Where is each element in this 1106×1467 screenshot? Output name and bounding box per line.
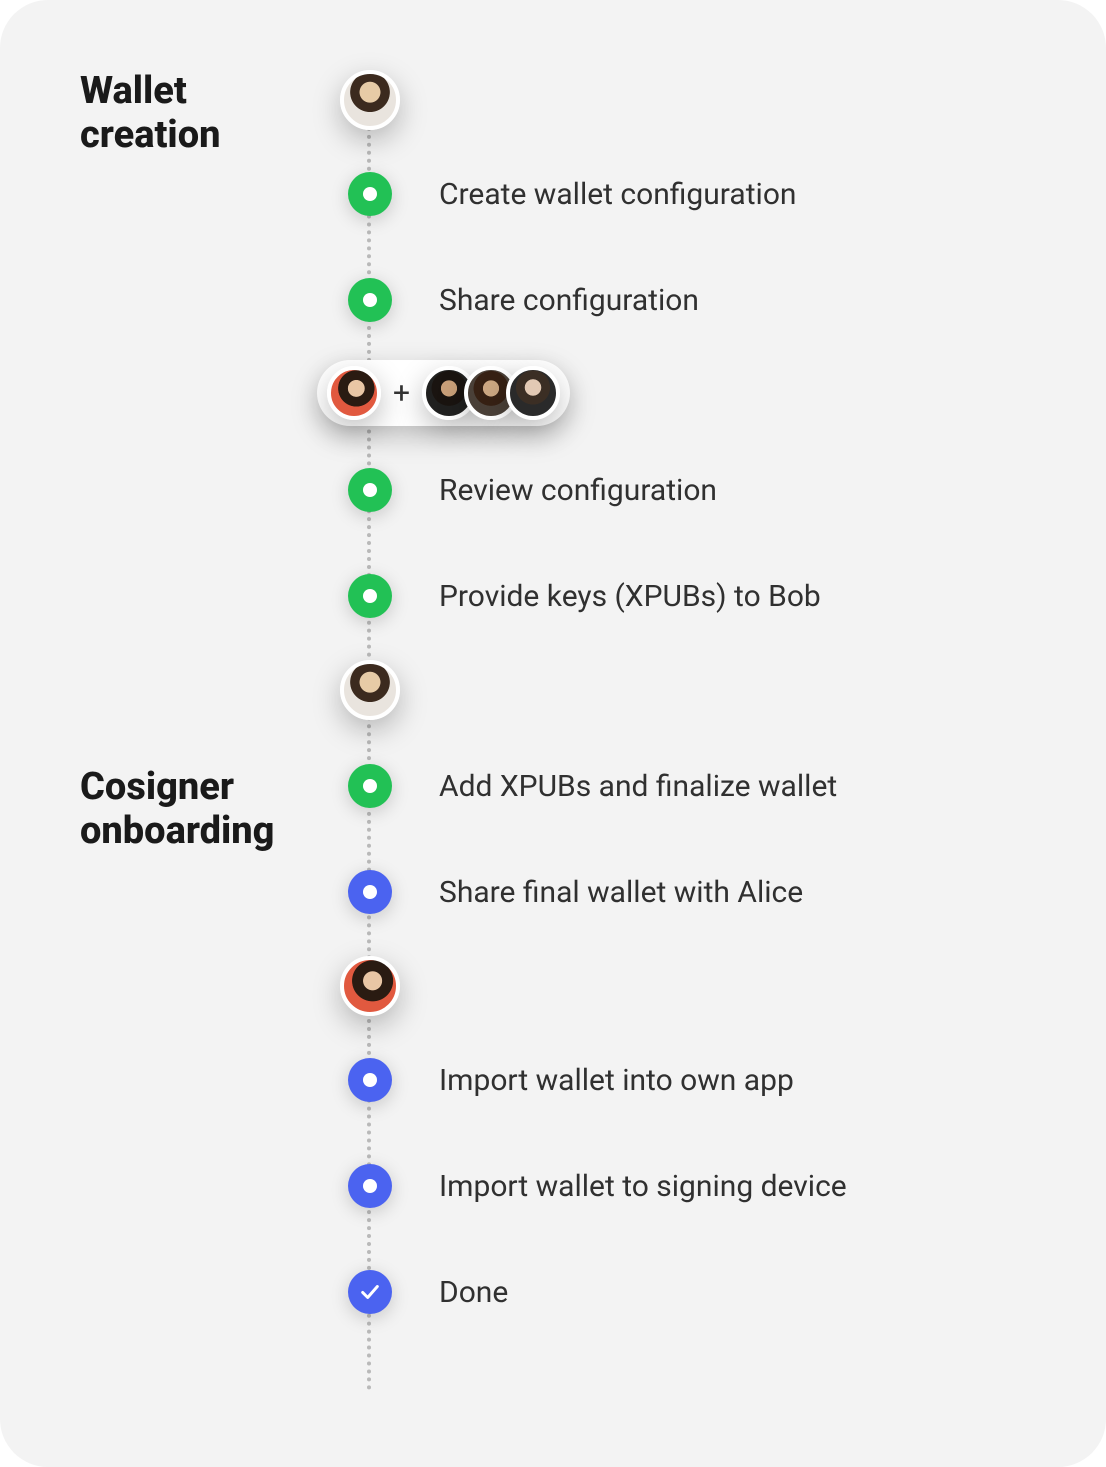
section-label-onboarding: Cosigneronboarding	[80, 766, 274, 853]
avatar-cosigner	[506, 366, 560, 420]
step-label: Share configuration	[415, 283, 699, 318]
step-label: Done	[415, 1275, 508, 1310]
dot-inner	[363, 589, 377, 603]
plus-icon: +	[393, 376, 410, 411]
avatar-alice	[327, 366, 381, 420]
cosigner-pill: +	[317, 360, 570, 426]
section-label-text: Walletcreation	[80, 69, 220, 157]
timeline-step-row: Import wallet to signing device	[325, 1156, 847, 1216]
step-label: Import wallet into own app	[415, 1063, 794, 1098]
section-label-text: Cosigneronboarding	[80, 765, 274, 853]
step-dot	[348, 1058, 392, 1102]
dot-inner	[363, 187, 377, 201]
timeline-step-row: Import wallet into own app	[325, 1050, 794, 1110]
avatar-bob	[340, 70, 400, 130]
timeline-step-row: Share final wallet with Alice	[325, 862, 803, 922]
infographic-card: Walletcreation Cosigneronboarding Create…	[0, 0, 1106, 1467]
timeline-step-row: Create wallet configuration	[325, 164, 797, 224]
avatar-group	[422, 366, 560, 420]
avatar-alice	[340, 956, 400, 1016]
timeline-avatar-row	[325, 956, 415, 1016]
step-dot	[348, 468, 392, 512]
step-dot	[348, 870, 392, 914]
dot-inner	[363, 1073, 377, 1087]
step-dot	[348, 1164, 392, 1208]
step-label: Add XPUBs and finalize wallet	[415, 769, 837, 804]
check-icon	[359, 1281, 381, 1303]
step-check-dot	[348, 1270, 392, 1314]
timeline-step-row: Share configuration	[325, 270, 699, 330]
step-dot	[348, 278, 392, 322]
dot-inner	[363, 293, 377, 307]
step-dot	[348, 764, 392, 808]
timeline-step-row: Done	[325, 1262, 508, 1322]
dot-inner	[363, 885, 377, 899]
dot-inner	[363, 779, 377, 793]
timeline-avatar-row	[325, 70, 415, 130]
dot-inner	[363, 483, 377, 497]
step-label: Review configuration	[415, 473, 717, 508]
step-label: Provide keys (XPUBs) to Bob	[415, 579, 821, 614]
avatar-bob	[340, 660, 400, 720]
step-label: Import wallet to signing device	[415, 1169, 847, 1204]
timeline-avatar-row	[325, 660, 415, 720]
timeline-step-row: Provide keys (XPUBs) to Bob	[325, 566, 821, 626]
timeline-step-row: Review configuration	[325, 460, 717, 520]
timeline-step-row: Add XPUBs and finalize wallet	[325, 756, 837, 816]
timeline-avatar-group-row: +	[317, 358, 570, 428]
dot-inner	[363, 1179, 377, 1193]
step-label: Create wallet configuration	[415, 177, 797, 212]
step-label: Share final wallet with Alice	[415, 875, 803, 910]
section-label-creation: Walletcreation	[80, 70, 220, 157]
step-dot	[348, 172, 392, 216]
step-dot	[348, 574, 392, 618]
